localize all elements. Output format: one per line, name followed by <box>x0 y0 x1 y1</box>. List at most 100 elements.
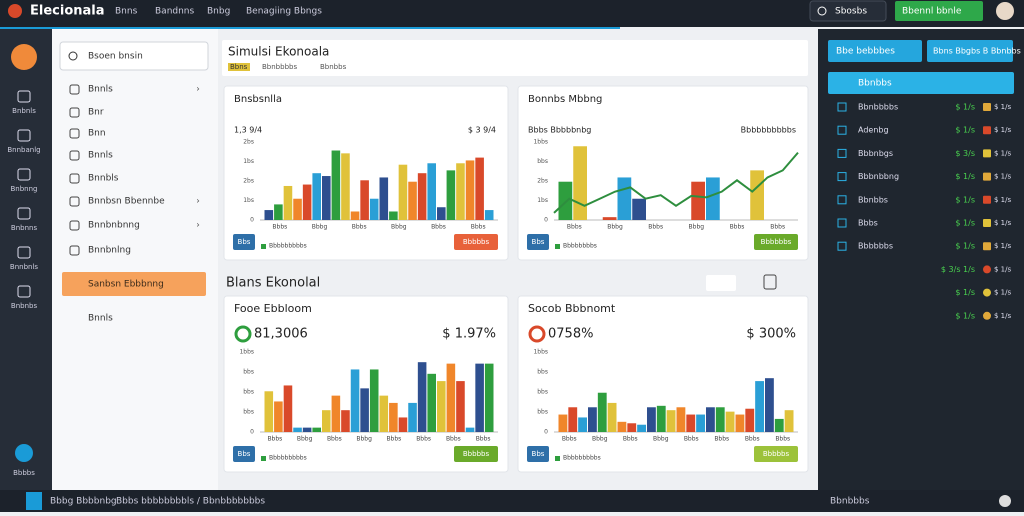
panel-button-label: Bbe bebbbes <box>836 47 895 57</box>
sidebar-item[interactable]: Bnn <box>88 129 106 139</box>
legend: Bbbbbbbbbs <box>269 243 307 250</box>
panel-button[interactable] <box>927 40 1013 62</box>
bar <box>446 363 456 432</box>
panel-button[interactable] <box>828 40 922 62</box>
row-label[interactable]: Bbbnbbng <box>858 172 899 181</box>
rail-icon[interactable] <box>17 90 31 103</box>
rail-icon[interactable] <box>17 129 31 142</box>
bar <box>627 423 637 432</box>
item-icon <box>69 150 80 161</box>
sidebar-item[interactable]: Bnnbsn Bbennbe <box>88 197 165 207</box>
card-title: Fooe Ebbloom <box>234 302 312 315</box>
panel-highlight[interactable] <box>828 72 1014 94</box>
bar <box>274 204 283 220</box>
panel-highlight-label: Bbnbbs <box>858 79 892 89</box>
card-button[interactable] <box>454 446 498 462</box>
card-value: Bbbbbbbbbbs <box>741 126 796 135</box>
bar <box>437 207 446 220</box>
x-tick-label: Bbbs <box>386 436 401 443</box>
help-button[interactable] <box>15 444 33 462</box>
row-icon <box>837 195 847 205</box>
rail-icon[interactable] <box>17 285 31 298</box>
sub: Bbns <box>230 63 248 71</box>
footer-icon[interactable] <box>999 495 1011 507</box>
active-item[interactable] <box>62 272 206 296</box>
card-value: 1,3 9/4 <box>234 126 262 135</box>
bar <box>264 391 274 432</box>
badge <box>233 446 255 462</box>
sidebar-item[interactable]: Bnnbnbnng <box>88 221 140 231</box>
row-tag-label: $ 1/s <box>994 173 1011 181</box>
row-tag-label: $ 1/s <box>994 219 1011 227</box>
x-tick-label: Bbbs <box>562 436 577 443</box>
rail-icon[interactable] <box>17 207 31 220</box>
card-title: Bonnbs Mbbng <box>528 94 602 105</box>
bar <box>558 414 568 432</box>
row-value: $ 3/s <box>955 149 975 158</box>
card-button-label: Bbbbbs <box>463 450 490 458</box>
sidebar-item[interactable]: Bnnls <box>88 85 113 95</box>
panel-button-label: Bbns Bbgbs B Bbnbbs <box>933 47 1021 56</box>
row-tag <box>983 288 991 297</box>
nav-item[interactable]: Bnns <box>115 7 138 17</box>
bar <box>341 153 350 220</box>
card-button[interactable] <box>754 234 798 250</box>
x-tick-label: Bbbs <box>471 224 486 231</box>
sidebar-item[interactable]: Bnr <box>88 108 104 118</box>
card-title: Socob Bbbnomt <box>528 302 616 315</box>
row-label[interactable]: Bbbnbgs <box>858 149 893 158</box>
row-label[interactable]: Bbbbbbs <box>858 242 893 251</box>
bar <box>398 164 408 220</box>
row-value: $ 1/s <box>955 195 975 204</box>
bar <box>568 407 578 432</box>
x-tick-label: Bbbs <box>431 224 446 231</box>
item-icon <box>69 220 80 231</box>
y-tick-label: 0 <box>544 429 548 436</box>
sidebar-item[interactable]: Bnnls <box>88 151 113 161</box>
row-label[interactable]: Adenbg <box>858 126 889 135</box>
rail-label: Bnbnns <box>11 224 38 232</box>
card-button[interactable] <box>754 446 798 462</box>
sidebar-search[interactable] <box>59 41 209 71</box>
bar <box>475 157 484 220</box>
rail-label: Bnnbnls <box>10 263 39 271</box>
value-icon <box>234 325 252 343</box>
primary-button[interactable] <box>895 1 983 21</box>
row-icon <box>837 125 847 135</box>
nav-item[interactable]: Bnbg <box>207 7 230 17</box>
rail-icon[interactable] <box>17 246 31 259</box>
y-tick-label: bbs <box>537 389 548 396</box>
rail-icon[interactable] <box>17 168 31 181</box>
sidebar-item[interactable]: Bnnbls <box>88 174 119 184</box>
x-tick-label: Bbbg <box>297 436 313 443</box>
y-tick-label: bbs <box>243 369 254 376</box>
card-button[interactable] <box>454 234 498 250</box>
row-label[interactable]: Bbnbbbbs <box>858 103 898 112</box>
y-tick-label: 0 <box>250 429 254 436</box>
legend-swatch <box>261 456 266 461</box>
dropdown[interactable] <box>809 0 887 22</box>
nav-item[interactable]: Bandnns <box>155 7 195 17</box>
sub: Bbnbbbbs <box>262 63 297 71</box>
x-tick-label: Bbbs <box>352 224 367 231</box>
row-tag <box>983 172 991 181</box>
bar <box>588 407 597 432</box>
sidebar-item[interactable]: Bnnls <box>88 314 113 324</box>
chevron: › <box>196 221 200 231</box>
sidebar-item[interactable]: Bnnbnlng <box>88 246 131 256</box>
x-tick-label: Bbbg <box>689 224 705 231</box>
card-button-label: Bbbbbs <box>763 450 790 458</box>
x-tick-label: Bbbs <box>623 436 638 443</box>
tool-button[interactable] <box>763 274 777 290</box>
row-icon <box>837 172 847 182</box>
row-tag-label: $ 1/s <box>994 196 1011 204</box>
nav-item[interactable]: Benagiing Bbngs <box>246 7 322 17</box>
row-label[interactable]: Bbnbbs <box>858 195 888 204</box>
row-label[interactable]: Bbbs <box>858 219 878 228</box>
bar <box>293 198 302 220</box>
x-tick-label: Bbbg <box>356 436 372 443</box>
card <box>223 85 509 261</box>
tool-button[interactable] <box>706 275 736 291</box>
avatar[interactable] <box>996 2 1014 20</box>
legend: Bbbbbbbbbs <box>269 455 307 462</box>
